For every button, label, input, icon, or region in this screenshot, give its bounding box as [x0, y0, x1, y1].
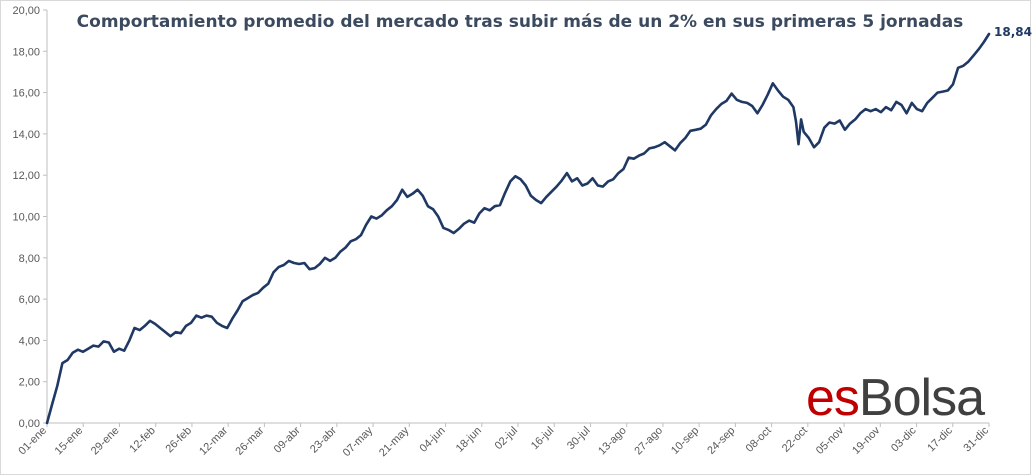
y-tick-label: 2,00 [19, 377, 40, 389]
x-tick-label: 12-mar [197, 424, 230, 457]
x-tick-label: 27-ago [632, 425, 665, 458]
x-tick-label: 07-may [341, 424, 376, 459]
y-tick-label: 20,00 [12, 5, 40, 17]
x-tick-label: 30-jul [565, 425, 593, 453]
end-label-group: 18,84 [994, 25, 1032, 39]
logo-es-text: es [806, 369, 860, 427]
x-tick-label: 12-feb [127, 425, 158, 456]
x-tick-label: 29-ene [89, 425, 122, 458]
chart-title: Comportamiento promedio del mercado tras… [76, 12, 964, 32]
x-tick-label: 22-oct [780, 425, 810, 455]
y-tick-label: 10,00 [12, 212, 40, 224]
x-tick-label: 04-jun [418, 425, 448, 455]
x-tick-label: 26-feb [163, 425, 194, 456]
y-tick-label: 4,00 [19, 335, 40, 347]
x-tick-label: 23-abr [308, 424, 339, 455]
x-tick-label: 03-dic [889, 424, 919, 454]
y-tick-label: 14,00 [12, 129, 40, 141]
x-tick-label: 18-jun [454, 425, 484, 455]
y-tick-label: 0,00 [19, 418, 40, 430]
series-group [45, 32, 991, 425]
series-line [45, 32, 991, 425]
y-tick-label: 16,00 [12, 88, 40, 100]
x-tick-label: 15-ene [53, 425, 86, 458]
x-tick-label: 02-jul [493, 425, 521, 453]
y-tick-label: 8,00 [19, 253, 40, 265]
esbolsa-logo: esBolsa [806, 369, 985, 427]
y-tick-label: 12,00 [12, 170, 40, 182]
logo-bolsa-text: Bolsa [858, 369, 985, 427]
chart-axes [46, 10, 989, 424]
y-axis-tick-labels: 0,00 2,00 4,00 6,00 8,00 10,00 12,00 14,00 16,00… [12, 5, 47, 430]
x-tick-label: 08-oct [744, 425, 774, 455]
x-tick-label: 31-dic [961, 424, 991, 454]
x-tick-label: 10-sep [669, 425, 701, 457]
x-tick-label: 05-nov [814, 424, 847, 457]
x-tick-label: 13-ago [596, 425, 629, 458]
x-tick-label: 26-mar [233, 424, 266, 457]
y-tick-label: 6,00 [19, 294, 40, 306]
x-tick-label: 19-nov [850, 424, 883, 457]
x-tick-label: 09-abr [272, 424, 303, 455]
end-value-label: 18,84 [994, 25, 1032, 39]
x-tick-label: 21-may [377, 424, 412, 459]
x-tick-label: 16-jul [529, 425, 557, 453]
y-tick-label: 18,00 [12, 46, 40, 58]
x-axis-tick-labels: 01-ene 15-ene 29-ene 12-feb 26-feb 12-mar 26-m… [16, 423, 991, 459]
x-tick-label: 17-dic [925, 424, 955, 454]
x-tick-label: 24-sep [705, 425, 737, 457]
